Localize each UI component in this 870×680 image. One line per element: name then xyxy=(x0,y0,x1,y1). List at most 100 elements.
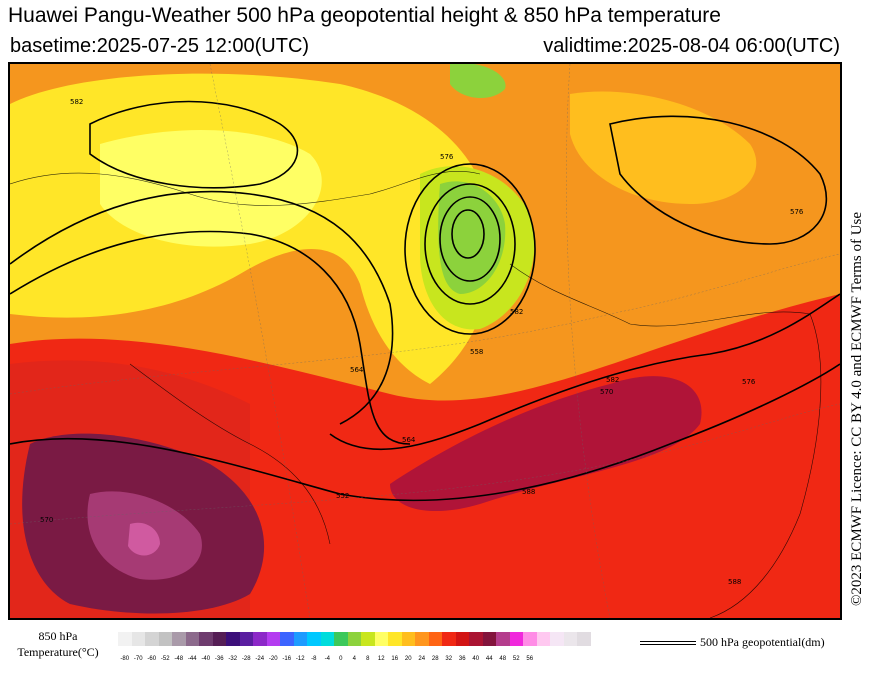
legend-title-line2: Temperature(°C) xyxy=(17,645,99,659)
colorbar-swatch xyxy=(307,632,321,646)
license-credit: ©2023 ECMWF Licence: CC BY 4.0 and ECMWF… xyxy=(849,211,865,606)
contour-label: 558 xyxy=(470,348,483,356)
contour-label-group: 552 558 564 570 576 582 588 576 588 582 … xyxy=(40,98,804,586)
validtime-label: validtime:2025-08-04 06:00(UTC) xyxy=(543,35,840,57)
colorbar-tick-label: -4 xyxy=(324,656,330,662)
colorbar-tick-label: -70 xyxy=(133,656,143,662)
contour-label: 570 xyxy=(40,516,53,524)
colorbar-swatch xyxy=(415,632,429,646)
colorbar-swatch xyxy=(428,632,442,646)
colorbar-tick-label: 32 xyxy=(445,656,453,662)
contour-ne xyxy=(609,115,828,245)
graticule-line xyxy=(10,253,840,395)
colorbar-swatch xyxy=(523,632,537,646)
coastline xyxy=(129,363,331,545)
colorbar-tick-label: -80 xyxy=(120,656,130,662)
contour-low-2 xyxy=(439,196,501,282)
colorbar-swatch xyxy=(185,632,199,646)
colorbar-swatch xyxy=(253,632,267,646)
map-canvas: 552 558 564 570 576 582 588 576 588 582 … xyxy=(10,64,840,618)
weather-map[interactable]: 552 558 564 570 576 582 588 576 588 582 … xyxy=(8,62,842,620)
contour-legend-line xyxy=(640,640,696,645)
colorbar-swatch xyxy=(334,632,348,646)
colorbar-tick-label: -16 xyxy=(282,656,292,662)
colorbar-swatch xyxy=(509,632,523,646)
colorbar-tick-label: 48 xyxy=(499,656,507,662)
colorbar-swatch xyxy=(536,632,550,646)
temp-field-green xyxy=(438,181,506,294)
colorbar-swatch xyxy=(563,632,577,646)
colorbar-tick-label: -36 xyxy=(214,656,224,662)
colorbar-tick-label: -24 xyxy=(255,656,265,662)
colorbar-tick-label: 12 xyxy=(377,656,385,662)
colorbar-tick-label: -8 xyxy=(311,656,317,662)
colorbar-swatch xyxy=(442,632,456,646)
chart-title: Huawei Pangu-Weather 500 hPa geopotentia… xyxy=(8,4,721,27)
colorbar-tick-label: -48 xyxy=(174,656,184,662)
temp-field-darkred-east xyxy=(390,376,702,512)
coastline xyxy=(10,170,481,206)
colorbar-swatch xyxy=(361,632,375,646)
contour-label: 552 xyxy=(336,492,349,500)
colorbar-swatch xyxy=(293,632,307,646)
contour-line xyxy=(10,363,840,502)
temp-field-green-north xyxy=(450,64,506,99)
colorbar-swatch xyxy=(280,632,294,646)
colorbar-swatch xyxy=(172,632,186,646)
colorbar-swatch xyxy=(158,632,172,646)
graticule-line xyxy=(566,64,611,618)
colorbar-tick-label: 4 xyxy=(352,656,356,662)
colorbar-swatch xyxy=(212,632,226,646)
contour-label: 564 xyxy=(350,366,364,374)
colorbar-swatch xyxy=(550,632,564,646)
contour-label: 588 xyxy=(728,578,741,586)
colorbar-swatch xyxy=(374,632,388,646)
colorbar-swatch xyxy=(320,632,334,646)
colorbar-swatch xyxy=(199,632,213,646)
colorbar-tick-label: 28 xyxy=(431,656,439,662)
colorbar-tick-label: 24 xyxy=(418,656,426,662)
contour-label: 582 xyxy=(510,308,523,316)
colorbar-tick-label: -28 xyxy=(241,656,251,662)
colorbar-tick-label: -12 xyxy=(295,656,305,662)
contour-low-4 xyxy=(404,163,536,335)
contour-label: 582 xyxy=(70,98,83,106)
colorbar-tick-label: 44 xyxy=(485,656,493,662)
contour-label: 576 xyxy=(440,153,454,161)
colorbar-swatch xyxy=(131,632,145,646)
contour-high-north xyxy=(89,100,299,189)
colorbar-swatch xyxy=(226,632,240,646)
contour-line xyxy=(10,190,394,425)
colorbar-tick-label: 36 xyxy=(458,656,466,662)
colorbar-tick-label: -60 xyxy=(147,656,157,662)
colorbar-swatch xyxy=(388,632,402,646)
basetime-label: basetime:2025-07-25 12:00(UTC) xyxy=(10,35,310,57)
geopotential-contours xyxy=(10,100,840,502)
colorbar-tick-label: -20 xyxy=(268,656,278,662)
colorbar-swatch xyxy=(577,632,591,646)
contour-label: 564 xyxy=(402,436,416,444)
graticule-line xyxy=(10,403,840,525)
colorbar-tick-label: 0 xyxy=(339,656,343,662)
legend-title-line1: 850 hPa xyxy=(38,629,78,643)
colorbar-tick-label: 52 xyxy=(512,656,520,662)
contour-low-1 xyxy=(424,183,516,305)
contour-line xyxy=(10,230,411,445)
colorbar-tick-label: -44 xyxy=(187,656,197,662)
contour-legend-label: 500 hPa geopotential(dm) xyxy=(700,635,825,649)
graticule xyxy=(10,64,840,618)
colorbar-tick-label: -52 xyxy=(160,656,170,662)
colorbar-swatch xyxy=(266,632,280,646)
temp-field-pink xyxy=(128,522,160,556)
colorbar-tick-label: -40 xyxy=(201,656,211,662)
contour-label: 576 xyxy=(790,208,804,216)
contour-label: 576 xyxy=(742,378,756,386)
colorbar-swatch xyxy=(482,632,496,646)
temperature-ticks: -80 -70 -60 -52 -48 -44 -40 -36 -32 -28 -24 -20 -16-… xyxy=(118,656,537,662)
colorbar-tick-label: 16 xyxy=(391,656,399,662)
temperature-legend-title: 850 hPa Temperature(°C) xyxy=(8,628,108,660)
contour-low-3 xyxy=(451,209,485,259)
temperature-colorbar xyxy=(118,632,591,646)
colorbar-swatch xyxy=(239,632,253,646)
colorbar-tick-label: 20 xyxy=(404,656,412,662)
